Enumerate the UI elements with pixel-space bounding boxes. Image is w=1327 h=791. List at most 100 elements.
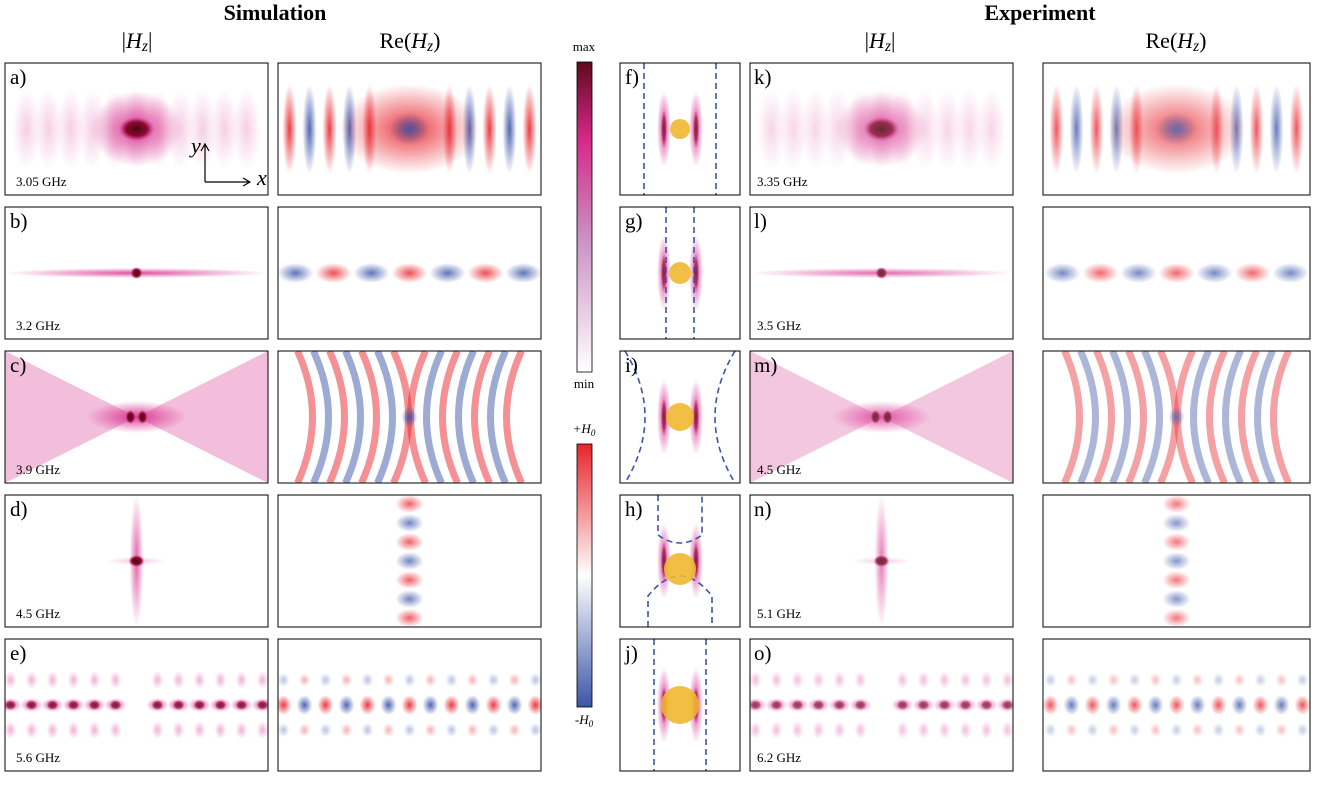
tint (1043, 351, 1310, 483)
field-blob (257, 700, 269, 710)
text-part: | (148, 28, 152, 53)
field-blob (446, 723, 458, 737)
column-title: |Hz| (865, 28, 896, 54)
field-blob (316, 263, 352, 283)
field-blob (47, 700, 59, 710)
field-blob (257, 721, 269, 739)
text-part: H (578, 712, 589, 727)
panel-label: i) (625, 353, 638, 377)
panel-label: k) (754, 65, 772, 89)
field-blob (5, 671, 17, 689)
field-map (13, 89, 261, 169)
field-blob (129, 555, 145, 567)
frequency-label: 4.5 GHz (757, 462, 801, 477)
field-blob (89, 671, 101, 689)
frequency-label: 6.2 GHz (757, 750, 801, 765)
text-part: | (891, 28, 895, 53)
field-blob (362, 723, 374, 737)
panel-label: h) (625, 497, 643, 521)
field-blob (303, 84, 317, 174)
field-blob (661, 109, 667, 149)
field-blob (47, 721, 59, 739)
text-part: 0 (589, 719, 594, 729)
field-blob (396, 533, 424, 551)
field-blob (339, 695, 355, 715)
axis-label: x (256, 165, 267, 190)
field-blob (5, 721, 17, 739)
field-blob (444, 695, 460, 715)
colorbar-label: min (574, 376, 595, 391)
field-blob (507, 695, 523, 715)
field-blob (446, 673, 458, 687)
field-blob (5, 700, 17, 710)
frequency-label: 3.2 GHz (16, 318, 60, 333)
field-blob (465, 695, 481, 715)
field-map (1043, 495, 1310, 627)
page: {"headers": {"simulation": "Simulation",… (0, 0, 1327, 791)
colorbar-label: -H0 (575, 712, 594, 729)
text-part: Re( (1146, 28, 1178, 53)
field-blob (320, 673, 332, 687)
panel-label: l) (754, 209, 767, 233)
panel-label: o) (754, 641, 772, 665)
field-blob (110, 700, 122, 710)
tint (1043, 495, 1310, 627)
panel-label: g) (625, 209, 643, 233)
field-blob (396, 514, 424, 532)
section-title: Experiment (984, 0, 1096, 25)
column-title: |Hz| (122, 28, 153, 54)
field-blob (383, 673, 395, 687)
tint (1043, 207, 1310, 339)
field-blob (396, 495, 424, 513)
field-blob (233, 89, 261, 169)
frequency-label: 5.6 GHz (16, 750, 60, 765)
field-blob (152, 721, 164, 739)
panel-label: a) (10, 65, 26, 89)
panel-label: f) (625, 65, 639, 89)
field-blob (126, 410, 136, 424)
field-blob (236, 721, 248, 739)
field-blob (68, 671, 80, 689)
scatterer (670, 119, 690, 139)
panel-label: e) (10, 641, 26, 665)
field-blob (402, 695, 418, 715)
text-part: ) (433, 28, 440, 53)
colorbar-label: +H0 (573, 421, 596, 438)
field-blob (297, 695, 313, 715)
frequency-label: 3.35 GHz (757, 174, 808, 189)
frequency-label: 3.9 GHz (16, 462, 60, 477)
panel-label: n) (754, 497, 772, 521)
field-blob (503, 84, 517, 174)
field-blob (173, 721, 185, 739)
field-blob (341, 673, 353, 687)
field-blob (381, 695, 397, 715)
field-blob (488, 673, 500, 687)
field-blob (392, 263, 428, 283)
field-blob (119, 117, 155, 141)
field-blob (89, 700, 101, 710)
field-blob (362, 673, 374, 687)
column-title: Re(Hz) (1146, 28, 1207, 54)
field-blob (402, 407, 418, 427)
scatterer (666, 403, 694, 431)
field-blob (530, 723, 542, 737)
field-blob (468, 263, 504, 283)
field-blob (194, 721, 206, 739)
field-blob (152, 700, 164, 710)
field-blob (341, 723, 353, 737)
field-blob (425, 723, 437, 737)
field-blob (236, 700, 248, 710)
section-title: Simulation (224, 0, 327, 25)
panel-label: j) (624, 641, 638, 665)
column-title: Re(Hz) (380, 28, 441, 54)
field-blob (486, 695, 502, 715)
field-blob (87, 401, 187, 433)
field-blob (173, 700, 185, 710)
field-blob (404, 723, 416, 737)
field-blob (467, 673, 479, 687)
colorbar-label: max (573, 39, 596, 54)
axis-label: y (189, 133, 201, 158)
field-blob (110, 671, 122, 689)
field-blob (26, 671, 38, 689)
field-blob (523, 84, 537, 174)
